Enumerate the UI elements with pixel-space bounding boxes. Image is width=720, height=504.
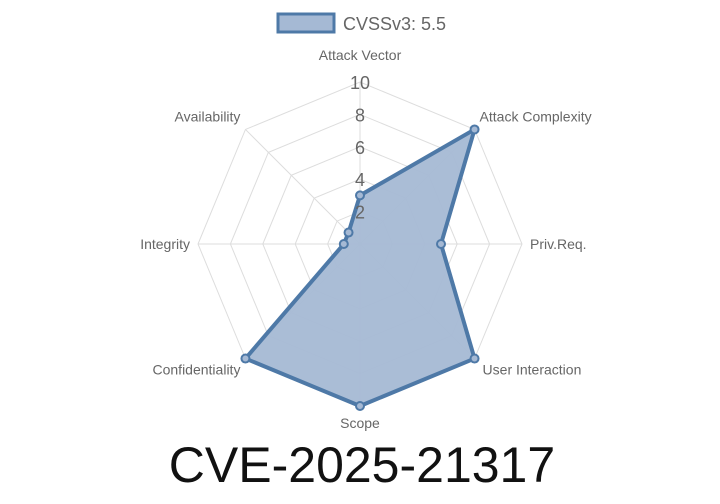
axis-label: Scope <box>340 415 380 431</box>
data-point <box>343 227 354 238</box>
axis-label: Confidentiality <box>153 362 241 378</box>
tick-label: 8 <box>355 105 365 125</box>
grid-spoke <box>245 129 361 245</box>
data-point <box>436 239 446 249</box>
tick-label: 6 <box>355 138 365 158</box>
axis-label: User Interaction <box>483 362 582 378</box>
data-point <box>338 239 349 249</box>
legend-label: CVSSv3: 5.5 <box>343 14 446 34</box>
axis-label: Attack Vector <box>319 47 402 63</box>
axis-label: Availability <box>175 108 241 124</box>
data-point <box>469 353 480 364</box>
axis-label: Attack Complexity <box>480 108 592 124</box>
data-point <box>469 124 480 135</box>
legend-swatch <box>276 12 336 34</box>
tick-label: 10 <box>350 73 370 93</box>
data-point <box>240 353 251 364</box>
chart-title: CVE-2025-21317 <box>169 437 555 493</box>
axis-label: Priv.Req. <box>530 236 587 252</box>
axis-label: Integrity <box>140 236 190 252</box>
tick-label: 2 <box>355 203 365 223</box>
tick-label: 4 <box>355 170 365 190</box>
data-point <box>355 401 365 411</box>
data-point <box>355 190 365 201</box>
